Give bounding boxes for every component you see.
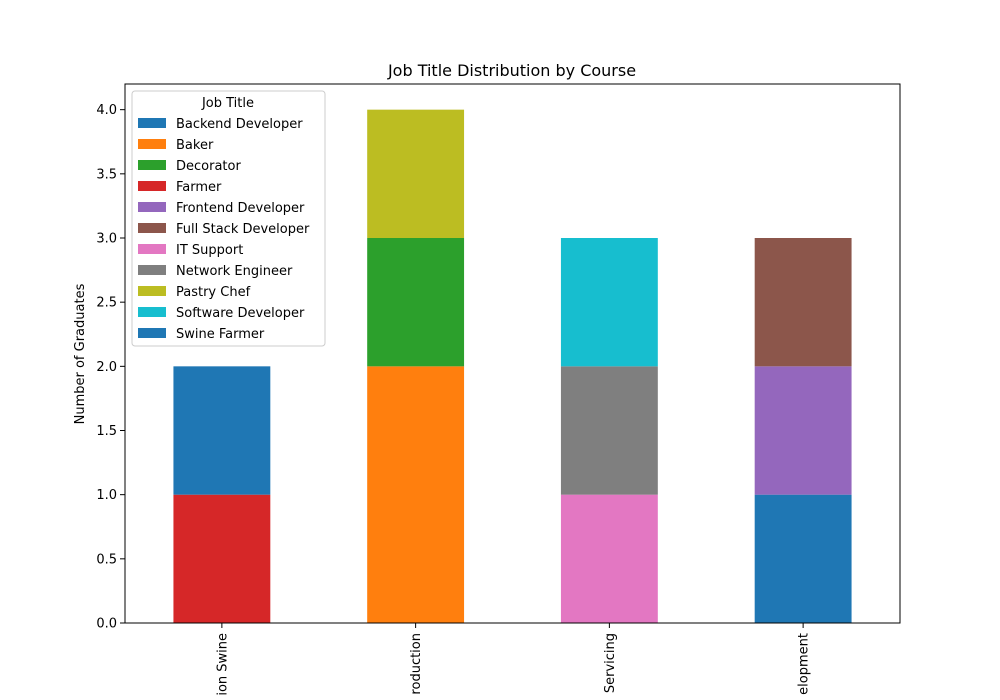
bars-group <box>173 109 852 623</box>
bar-2-series-9 <box>560 238 658 367</box>
legend-entry: Swine Farmer <box>176 327 265 342</box>
x-tick-label: elopment <box>797 633 812 695</box>
bar-1-series-2 <box>367 238 465 367</box>
legend-entry: Farmer <box>176 180 222 195</box>
y-tick-label: 3.5 <box>96 167 117 182</box>
legend-entry: Network Engineer <box>176 264 293 279</box>
legend-title: Job Title <box>201 96 254 111</box>
legend-swatch <box>138 286 166 296</box>
legend-frame <box>131 90 326 347</box>
bar-0-series-10 <box>173 366 271 495</box>
bar-2-series-6 <box>560 494 658 623</box>
legend-swatch <box>138 160 166 170</box>
bar-0-series-3 <box>173 494 271 623</box>
bar-3-series-5 <box>754 238 852 367</box>
legend-entry: Software Developer <box>176 306 305 321</box>
legend-entry: Baker <box>176 138 214 153</box>
y-tick-label: 1.5 <box>96 424 117 439</box>
legend-entry: Decorator <box>176 159 241 174</box>
legend-entry: Pastry Chef <box>176 285 251 300</box>
y-tick-label: 2.5 <box>96 296 117 311</box>
bar-3-series-4 <box>754 366 852 495</box>
legend-swatch <box>138 265 166 275</box>
y-tick-label: 3.0 <box>96 232 117 247</box>
x-tick-label: roduction <box>409 633 424 695</box>
y-tick-label: 1.0 <box>96 488 117 503</box>
y-axis-label: Number of Graduates <box>73 283 88 424</box>
legend-swatch <box>138 244 166 254</box>
legend-entry: IT Support <box>176 243 243 258</box>
y-axis: 0.0 0.5 1.0 1.5 2.0 2.5 3.0 3.5 4.0 <box>96 103 125 632</box>
legend-entry: Full Stack Developer <box>176 222 310 237</box>
legend-swatch <box>138 118 166 128</box>
plot-frame <box>124 83 901 624</box>
y-tick-label: 0.5 <box>96 552 117 567</box>
legend-swatch <box>138 181 166 191</box>
x-tick-label: ion Swine <box>215 633 230 696</box>
y-tick-label: 4.0 <box>96 103 117 118</box>
legend-entry: Frontend Developer <box>176 201 305 216</box>
x-axis: ion Swine roduction Servicing elopment <box>215 623 812 696</box>
legend-swatch <box>138 223 166 233</box>
legend-swatch <box>138 328 166 338</box>
x-tick-label: Servicing <box>603 633 618 693</box>
bar-2-series-7 <box>560 366 658 495</box>
chart-title: Job Title Distribution by Course <box>387 61 636 80</box>
bar-1-series-1 <box>367 366 465 623</box>
bar-1-series-8 <box>367 109 465 239</box>
legend-entry: Backend Developer <box>176 117 303 132</box>
y-tick-label: 0.0 <box>96 617 117 632</box>
y-tick-label: 2.0 <box>96 360 117 375</box>
legend-swatch <box>138 139 166 149</box>
legend-swatch <box>138 307 166 317</box>
bar-3-series-0 <box>754 494 852 623</box>
legend: Job Title Backend Developer Baker Decorato… <box>131 90 326 347</box>
legend-swatch <box>138 202 166 212</box>
